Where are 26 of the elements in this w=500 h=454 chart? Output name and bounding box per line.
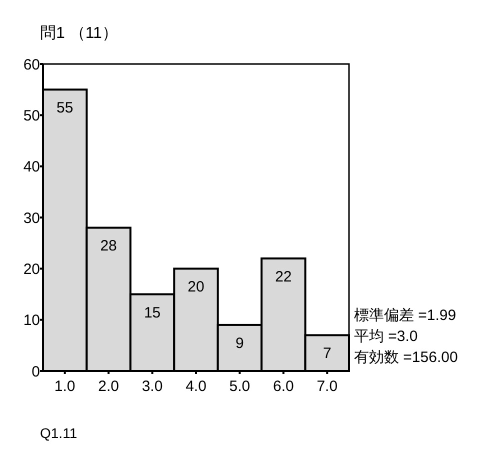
- x-tick-label: 1.0: [54, 378, 76, 395]
- x-tick-label: 5.0: [229, 378, 250, 395]
- chart-title: 問1 （11）: [40, 25, 118, 42]
- data-label: 22: [275, 268, 292, 286]
- y-tick-label: 30: [23, 210, 40, 227]
- y-tick-label: 60: [23, 56, 40, 74]
- x-tick-label: 7.0: [316, 378, 338, 395]
- data-label: 55: [56, 100, 74, 117]
- y-tick-label: 0: [32, 363, 40, 380]
- data-label: 9: [236, 334, 244, 352]
- text: 平均 =3.0: [354, 328, 418, 345]
- y-tick-label: 40: [23, 158, 40, 176]
- data-label: 7: [322, 345, 332, 362]
- x-tick-label: 2.0: [98, 378, 119, 395]
- x-tick-label: 4.0: [186, 378, 206, 395]
- y-tick-label: 10: [23, 312, 40, 330]
- y-tick-label: 50: [23, 107, 40, 124]
- text: 有効数 =156.00: [354, 349, 458, 366]
- data-label: 20: [188, 278, 204, 296]
- data-label: 15: [144, 304, 161, 322]
- x-tick-label: 3.0: [142, 378, 163, 395]
- x-tick-label: 6.0: [273, 378, 294, 395]
- y-tick-label: 20: [23, 260, 40, 278]
- data-label: 28: [100, 238, 117, 255]
- text: 標準偏差 =1.99: [354, 307, 456, 324]
- x-axis-title: Q1.11: [40, 425, 78, 441]
